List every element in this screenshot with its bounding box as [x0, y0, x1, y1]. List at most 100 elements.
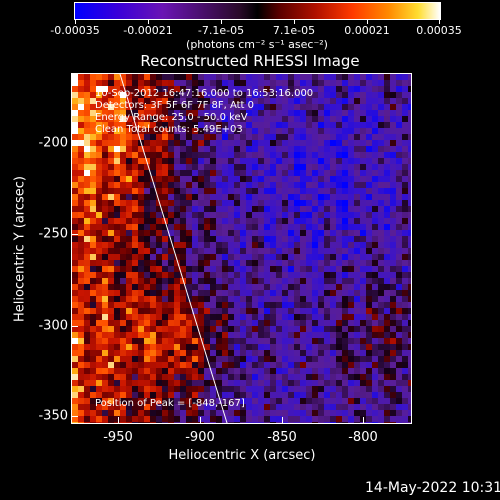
heatmap-cell	[270, 122, 276, 128]
heatmap-cell	[264, 218, 270, 224]
heatmap-cell	[144, 86, 150, 92]
heatmap-cell	[396, 380, 402, 386]
heatmap-cell	[144, 176, 150, 182]
heatmap-cell	[396, 110, 402, 116]
heatmap-cell	[156, 92, 162, 98]
heatmap-cell	[300, 290, 306, 296]
heatmap-cell	[96, 374, 102, 380]
heatmap-cell	[282, 206, 288, 212]
heatmap-cell	[108, 140, 114, 146]
heatmap-cell	[96, 242, 102, 248]
heatmap-cell	[132, 380, 138, 386]
heatmap-cell	[102, 182, 108, 188]
heatmap-cell	[366, 218, 372, 224]
heatmap-cell	[78, 236, 84, 242]
heatmap-cell	[216, 374, 222, 380]
heatmap-cell	[180, 152, 186, 158]
heatmap-cell	[102, 398, 108, 404]
heatmap-cell	[300, 302, 306, 308]
heatmap-cell	[402, 362, 408, 368]
heatmap-cell	[162, 386, 168, 392]
heatmap-cell	[318, 104, 324, 110]
heatmap-cell	[354, 374, 360, 380]
heatmap-cell	[372, 254, 378, 260]
heatmap-cell	[156, 374, 162, 380]
heatmap-cell	[336, 188, 342, 194]
heatmap-cell	[78, 320, 84, 326]
heatmap-cell	[282, 410, 288, 416]
heatmap-cell	[234, 224, 240, 230]
heatmap-cell	[246, 290, 252, 296]
heatmap-cell	[246, 392, 252, 398]
heatmap-cell	[108, 404, 114, 410]
heatmap-cell	[330, 290, 336, 296]
heatmap-cell	[138, 302, 144, 308]
heatmap-cell	[360, 146, 366, 152]
heatmap-cell	[366, 266, 372, 272]
x-tick-mark	[282, 417, 283, 423]
heatmap-cell	[240, 80, 246, 86]
heatmap-cell	[372, 380, 378, 386]
heatmap-cell	[354, 326, 360, 332]
heatmap-cell	[114, 134, 120, 140]
heatmap-cell	[282, 290, 288, 296]
heatmap-cell	[366, 248, 372, 254]
heatmap-cell	[282, 314, 288, 320]
heatmap-cell	[342, 182, 348, 188]
heatmap-cell	[180, 194, 186, 200]
heatmap-cell	[282, 98, 288, 104]
heatmap-cell	[258, 272, 264, 278]
heatmap-cell	[186, 206, 192, 212]
heatmap-cell	[282, 296, 288, 302]
heatmap-cell	[180, 350, 186, 356]
heatmap-cell	[96, 356, 102, 362]
heatmap-cell	[96, 266, 102, 272]
heatmap-cell	[408, 422, 411, 423]
heatmap-cell	[72, 98, 78, 104]
heatmap-cell	[174, 254, 180, 260]
heatmap-cell	[408, 296, 411, 302]
heatmap-cell	[252, 152, 258, 158]
heatmap-cell	[168, 302, 174, 308]
heatmap-cell	[366, 356, 372, 362]
heatmap-cell	[330, 128, 336, 134]
heatmap-cell	[120, 86, 126, 92]
heatmap-cell	[114, 158, 120, 164]
heatmap-cell	[294, 212, 300, 218]
heatmap-cell	[288, 200, 294, 206]
heatmap-cell	[342, 212, 348, 218]
heatmap-cell	[180, 248, 186, 254]
heatmap-cell	[306, 104, 312, 110]
heatmap-cell	[246, 350, 252, 356]
heatmap-cell	[360, 290, 366, 296]
heatmap-cell	[168, 74, 174, 80]
heatmap-cell	[96, 200, 102, 206]
heatmap-cell	[312, 194, 318, 200]
heatmap-cell	[402, 386, 408, 392]
heatmap-cell	[162, 242, 168, 248]
heatmap-cell	[168, 212, 174, 218]
heatmap-cell	[210, 278, 216, 284]
heatmap-cell	[396, 200, 402, 206]
heatmap-cell	[162, 140, 168, 146]
heatmap-cell	[192, 146, 198, 152]
heatmap-cell	[390, 422, 396, 423]
heatmap-cell	[162, 188, 168, 194]
heatmap-cell	[246, 326, 252, 332]
heatmap-cell	[246, 386, 252, 392]
heatmap-cell	[378, 110, 384, 116]
heatmap-cell	[336, 86, 342, 92]
heatmap-cell	[408, 200, 411, 206]
heatmap-cell	[252, 278, 258, 284]
heatmap-cell	[354, 230, 360, 236]
heatmap-cell	[318, 302, 324, 308]
heatmap-cell	[216, 170, 222, 176]
heatmap-cell	[246, 218, 252, 224]
heatmap-cell	[102, 230, 108, 236]
heatmap-cell	[354, 380, 360, 386]
heatmap-cell	[258, 218, 264, 224]
heatmap-cell	[288, 338, 294, 344]
heatmap-cell	[126, 404, 132, 410]
colorbar-label: -7.1e-05	[197, 24, 245, 37]
heatmap-cell	[150, 206, 156, 212]
